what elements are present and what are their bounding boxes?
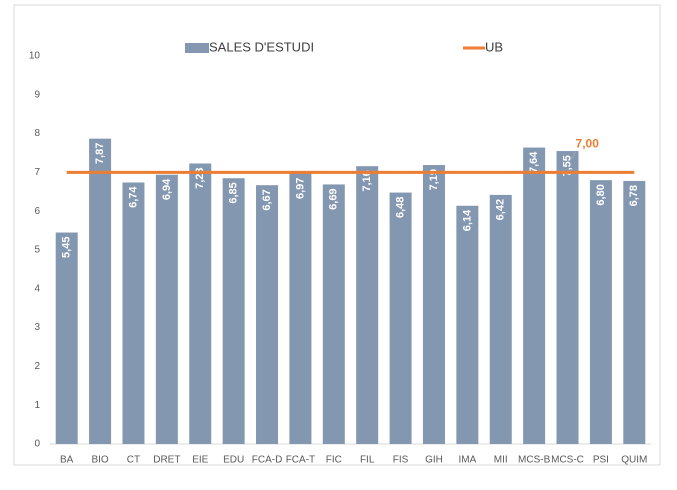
data-label: 7,64 (528, 151, 540, 173)
bar (189, 163, 212, 444)
data-label: 6,69 (328, 188, 340, 209)
x-tick-label: FCA-T (286, 455, 315, 466)
x-tick-label: DRET (153, 455, 180, 466)
data-label: 6,85 (228, 182, 240, 203)
bar (289, 173, 312, 444)
data-label: 6,67 (261, 189, 273, 210)
y-tick-label: 8 (34, 128, 40, 139)
y-tick-label: 2 (34, 361, 40, 372)
data-label: 5,45 (61, 237, 73, 258)
x-tick-label: EIE (192, 455, 208, 466)
y-tick-label: 4 (34, 283, 40, 294)
x-tick-label: BIO (91, 455, 108, 466)
y-tick-label: 10 (29, 51, 41, 62)
bar (155, 174, 178, 444)
x-tick-label: BA (60, 455, 74, 466)
data-label: 6,14 (461, 209, 473, 231)
bar (556, 151, 579, 444)
data-label: 6,74 (127, 186, 139, 208)
bar (222, 178, 245, 444)
bar (589, 180, 612, 444)
bar (55, 232, 78, 444)
y-tick-label: 7 (34, 167, 40, 178)
data-label: 7,16 (361, 170, 373, 191)
data-label: 7,19 (428, 169, 440, 190)
x-tick-label: IMA (458, 455, 476, 466)
x-tick-label: MII (494, 455, 508, 466)
x-tick-label: EDU (223, 455, 244, 466)
data-label: 6,42 (495, 199, 507, 220)
legend-label: SALES D'ESTUDI (209, 39, 314, 54)
legend-label: UB (485, 39, 503, 54)
x-tick-label: FIS (393, 455, 409, 466)
data-label: 7,23 (194, 167, 206, 188)
y-tick-label: 0 (34, 439, 40, 450)
data-label: 6,94 (161, 178, 173, 200)
bar (523, 147, 546, 444)
data-label: 7,87 (94, 143, 106, 164)
x-tick-label: PSI (593, 455, 609, 466)
x-tick-label: FCA-D (252, 455, 283, 466)
data-label: 7,00 (576, 137, 600, 151)
x-tick-label: QUIM (621, 455, 647, 466)
y-tick-label: 3 (34, 322, 40, 333)
bar (356, 166, 379, 444)
y-tick-label: 9 (34, 89, 40, 100)
y-tick-label: 1 (34, 400, 40, 411)
x-tick-label: FIL (360, 455, 375, 466)
data-label: 6,48 (394, 197, 406, 218)
bar (489, 194, 512, 444)
bar (256, 185, 279, 445)
legend-swatch (185, 43, 209, 53)
data-label: 6,78 (628, 185, 640, 206)
x-tick-label: FIC (326, 455, 342, 466)
y-tick-label: 5 (34, 245, 40, 256)
bar (422, 165, 445, 444)
bar (122, 182, 145, 444)
y-tick-label: 6 (34, 206, 40, 217)
leader-line (571, 152, 576, 159)
x-tick-label: MCS-B (518, 455, 551, 466)
bar (89, 138, 112, 445)
x-tick-label: GIH (425, 455, 443, 466)
bar (456, 205, 479, 444)
data-label: 6,80 (595, 184, 607, 205)
bar (322, 184, 345, 445)
bar (389, 192, 412, 444)
data-label: 6,97 (294, 178, 306, 199)
x-tick-label: MCS-C (551, 455, 584, 466)
bar (623, 180, 646, 444)
x-tick-label: CT (127, 455, 140, 466)
